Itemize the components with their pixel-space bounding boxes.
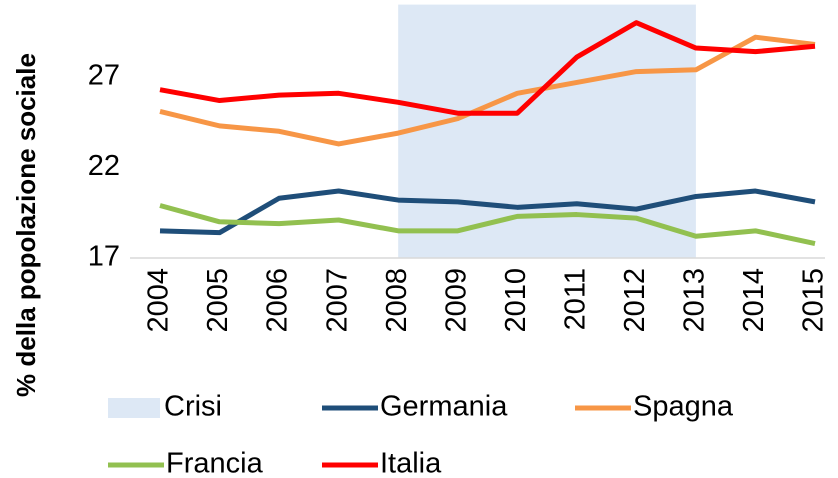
x-tick-label: 2012: [619, 268, 651, 333]
crisis-band: [398, 4, 696, 258]
legend-label: Crisi: [164, 391, 222, 423]
legend-label: Germania: [380, 391, 508, 423]
x-tick-label: 2014: [738, 268, 770, 333]
y-tick-label: 22: [88, 150, 120, 182]
legend-swatch: [108, 398, 160, 418]
series-line: [159, 188, 816, 236]
legend-label: Italia: [380, 448, 442, 478]
x-tick-label: 2015: [798, 268, 830, 333]
series-line: [159, 34, 816, 147]
series-line: [159, 203, 816, 246]
x-tick-label: 2008: [381, 268, 413, 333]
x-tick-label: 2010: [500, 268, 532, 333]
legend-label: Spagna: [633, 391, 734, 423]
x-tick-label: 2005: [202, 268, 234, 333]
x-tick-label: 2006: [262, 268, 294, 333]
series-line: [159, 20, 816, 116]
x-tick-label: 2007: [321, 268, 353, 333]
legend-label: Francia: [166, 448, 264, 478]
y-tick-label: 27: [88, 60, 120, 92]
y-tick-label: 17: [88, 241, 120, 273]
x-tick-label: 2013: [679, 268, 711, 333]
x-tick-label: 2011: [559, 268, 591, 330]
x-tick-label: 2009: [440, 268, 472, 333]
y-axis-label: % della popolazione sociale: [11, 53, 41, 397]
x-tick-label: 2004: [143, 268, 175, 333]
